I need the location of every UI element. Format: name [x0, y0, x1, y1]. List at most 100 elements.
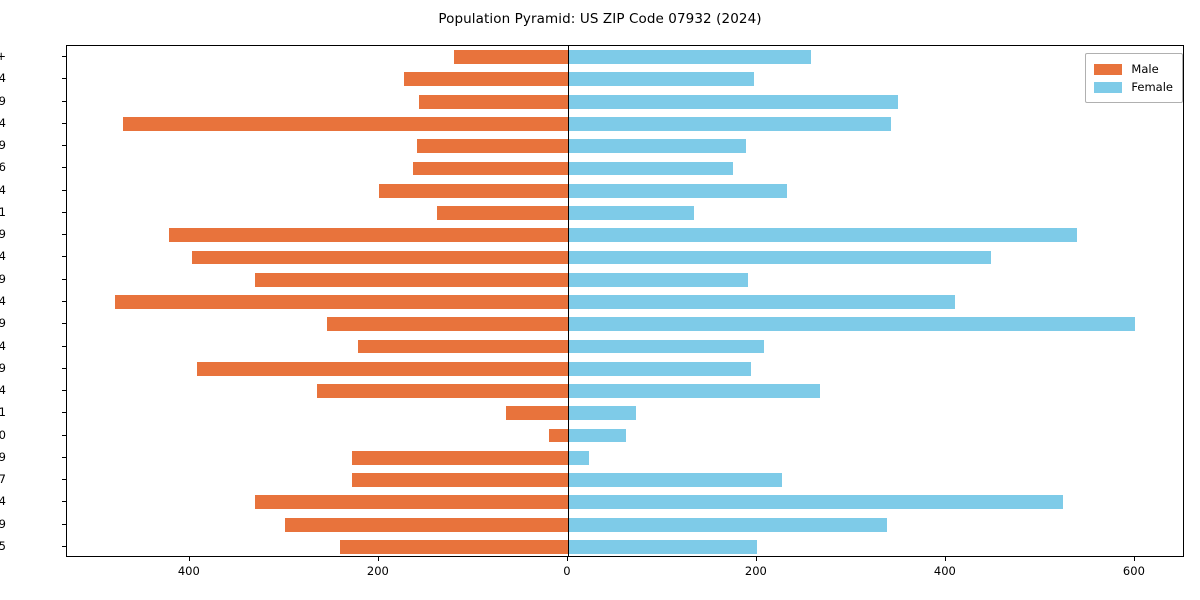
pyramid-row	[67, 317, 1183, 332]
bar-female	[567, 428, 627, 443]
pyramid-row	[67, 295, 1183, 309]
bar-female	[567, 406, 636, 421]
bar-male	[197, 361, 568, 376]
x-tick-label: 400	[933, 564, 956, 578]
y-tick-mark	[62, 545, 66, 547]
bar-female	[567, 161, 734, 176]
chart-legend: Male Female	[1085, 53, 1183, 103]
pyramid-row	[67, 495, 1183, 510]
y-tick-label: 30-34	[0, 338, 6, 353]
x-tick-mark	[1133, 557, 1135, 561]
y-tick-label: 55-59	[0, 227, 6, 242]
x-tick-label: 0	[563, 564, 571, 578]
x-tick-label: 400	[177, 564, 200, 578]
y-tick-mark	[62, 523, 66, 525]
bar-female	[567, 250, 992, 265]
plot-area	[66, 45, 1184, 557]
y-tick-label: Under 5	[0, 538, 6, 553]
bar-female	[567, 317, 1135, 332]
bar-male	[416, 139, 568, 154]
bar-male	[505, 406, 568, 421]
y-tick-label: 18-19	[0, 449, 6, 464]
bar-male	[317, 384, 568, 398]
legend-swatch-female	[1094, 81, 1123, 93]
y-tick-mark	[62, 434, 66, 436]
bar-male	[255, 495, 568, 510]
y-tick-mark	[62, 167, 66, 169]
pyramid-row	[67, 450, 1183, 465]
bars-layer	[67, 46, 1183, 556]
bar-male	[169, 228, 568, 243]
y-tick-mark	[62, 100, 66, 102]
bar-female	[567, 183, 788, 198]
bar-male	[326, 317, 568, 332]
bar-male	[548, 428, 568, 443]
bar-female	[567, 206, 694, 220]
y-tick-mark	[62, 211, 66, 213]
bar-female	[567, 139, 747, 154]
bar-male	[358, 339, 568, 354]
bar-male	[454, 50, 568, 65]
bar-male	[352, 450, 568, 465]
y-tick-mark	[62, 412, 66, 414]
pyramid-row	[67, 139, 1183, 154]
y-tick-label: 80-84	[0, 71, 6, 86]
pyramid-row	[67, 384, 1183, 398]
y-tick-mark	[62, 456, 66, 458]
y-tick-mark	[62, 78, 66, 80]
pyramid-row	[67, 250, 1183, 265]
bar-male	[115, 295, 568, 309]
bar-female	[567, 539, 757, 554]
x-tick-mark	[566, 557, 568, 561]
x-tick-mark	[188, 557, 190, 561]
pyramid-row	[67, 228, 1183, 243]
legend-label: Male	[1131, 62, 1159, 76]
bar-male	[340, 539, 568, 554]
y-tick-mark	[62, 479, 66, 481]
y-tick-mark	[62, 345, 66, 347]
bar-female	[567, 72, 755, 87]
y-tick-mark	[62, 390, 66, 392]
y-tick-mark	[62, 278, 66, 280]
bar-female	[567, 272, 749, 287]
y-tick-label: 67-69	[0, 138, 6, 153]
bar-male	[404, 72, 568, 87]
legend-entry: Male	[1094, 60, 1173, 78]
bar-female	[567, 361, 752, 376]
bar-male	[255, 272, 568, 287]
y-tick-mark	[62, 56, 66, 58]
y-tick-mark	[62, 367, 66, 369]
y-tick-label: 60-61	[0, 204, 6, 219]
bar-male	[285, 517, 568, 532]
y-tick-mark	[62, 145, 66, 147]
y-tick-label: 15-17	[0, 472, 6, 487]
y-tick-label: 45-49	[0, 271, 6, 286]
y-tick-label: 25-29	[0, 360, 6, 375]
x-tick-mark	[755, 557, 757, 561]
pyramid-row	[67, 406, 1183, 421]
x-tick-label: 600	[1122, 564, 1145, 578]
y-tick-mark	[62, 301, 66, 302]
y-tick-label: 22-24	[0, 383, 6, 398]
bar-female	[567, 117, 892, 131]
pyramid-row	[67, 539, 1183, 554]
bar-female	[567, 295, 956, 309]
y-tick-mark	[62, 122, 66, 124]
y-tick-label: 35-39	[0, 316, 6, 331]
legend-label: Female	[1131, 80, 1173, 94]
bar-male	[412, 161, 568, 176]
bar-female	[567, 339, 764, 354]
pyramid-row	[67, 272, 1183, 287]
pyramid-row	[67, 50, 1183, 65]
x-tick-label: 200	[366, 564, 389, 578]
y-tick-label: 10-14	[0, 494, 6, 509]
bar-female	[567, 384, 821, 398]
y-tick-label: 85+	[0, 49, 6, 64]
bar-male	[191, 250, 568, 265]
y-tick-label: 21	[0, 405, 6, 420]
x-tick-mark	[377, 557, 379, 561]
pyramid-row	[67, 206, 1183, 220]
bar-male	[352, 473, 568, 487]
pyramid-row	[67, 72, 1183, 87]
